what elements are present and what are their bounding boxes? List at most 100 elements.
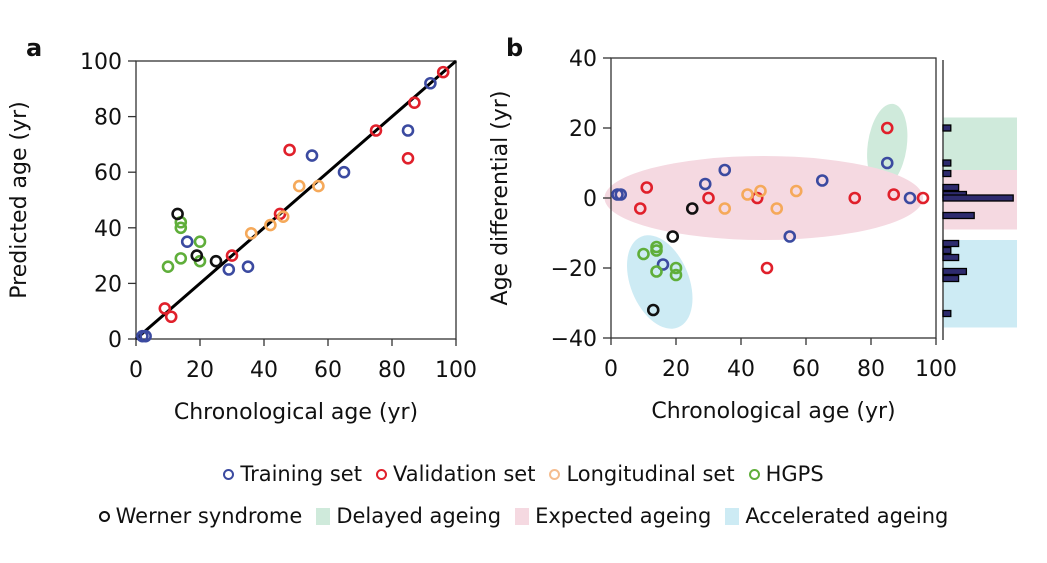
panel-b-points: [611, 121, 930, 317]
panel-a-point-training-set: [180, 235, 194, 248]
panel-b-point-validation-set: [633, 202, 647, 215]
panel-a-point-longitudinal-set: [292, 179, 306, 193]
histogram-bar: [942, 309, 952, 318]
panel-a-point-werner-syndrome: [209, 254, 223, 268]
panel-a-frame: [135, 60, 457, 340]
panel-b-x-tick-label: 40: [727, 357, 755, 382]
histogram-bar: [942, 239, 960, 248]
histogram-bar: [942, 169, 952, 178]
panel-b-point-longitudinal-set: [789, 184, 803, 198]
panel-a-point-hgps: [174, 252, 188, 265]
panel-b-x-tick-label: 60: [792, 357, 820, 382]
panel-b-point-training-set: [783, 230, 797, 243]
legend-label: Validation set: [392, 462, 536, 486]
panel-a-point-validation-set: [401, 152, 415, 165]
panel-b-point-training-set: [656, 258, 670, 271]
histogram-band-delayed-ageing: [943, 117, 1017, 170]
panel-a-x-tick-label: 40: [250, 358, 278, 383]
panel-a-plot-frame: [135, 60, 457, 340]
legend-circle-icon: [98, 510, 110, 522]
panel-b-point-validation-set: [880, 121, 894, 135]
panel-a-point-validation-set: [436, 65, 450, 79]
histogram-bar: [942, 124, 952, 132]
region-delayed-ageing: [867, 103, 908, 188]
panel-b-point-validation-set: [760, 261, 774, 275]
panel-a-point-validation-set: [408, 96, 421, 109]
panel-a-y-tick-label: 0: [108, 328, 122, 353]
legend-item-hgps: HGPS: [748, 462, 824, 486]
legend-label: HGPS: [765, 462, 824, 486]
panel-a-fit-line-segment: [135, 59, 457, 341]
panel-a-point-training-set: [401, 124, 415, 137]
panel-b-point-training-set: [903, 191, 917, 205]
panel-b-histogram: [942, 60, 1017, 340]
panel-a-point-werner-syndrome: [171, 207, 184, 221]
panel-a-point-training-set: [222, 263, 236, 276]
panel-b-point-validation-set: [887, 188, 901, 201]
panel-a-point-training-set: [424, 76, 437, 90]
legend-item-training-set: Training set: [223, 462, 362, 486]
panel-a-point-hgps: [174, 221, 188, 235]
panel-a-y-tick-label: 40: [94, 217, 122, 242]
panel-a-y-tick-label: 60: [94, 161, 122, 186]
panel-b-point-validation-set: [916, 191, 930, 205]
panel-b-x-tick-label: 80: [857, 357, 885, 382]
panel-b-point-validation-set: [702, 191, 715, 205]
panel-a-x-tick-label: 0: [129, 358, 143, 383]
legend-row-2: Werner syndrome Delayed ageing Expected ag…: [0, 504, 1047, 528]
panel-b-y-tick-label: 20: [569, 117, 597, 142]
histogram-band-accelerated-ageing: [943, 240, 1017, 328]
legend-circle-icon: [375, 468, 387, 480]
panel-b-point-longitudinal-set: [741, 188, 754, 201]
legend-label: Longitudinal set: [566, 462, 735, 486]
panel-a-point-training-set: [305, 149, 319, 162]
histogram-bar: [942, 183, 960, 192]
legend-2: Werner syndrome Delayed ageing Expected ag…: [0, 504, 1047, 528]
legend-swatch-icon: [725, 507, 740, 525]
panel-b-y-tick-label: 40: [569, 47, 597, 72]
panel-a-point-validation-set: [158, 302, 172, 315]
legend-label: Delayed ageing: [336, 504, 502, 528]
region-expected-ageing: [604, 156, 923, 240]
panel-b-point-training-set: [880, 156, 894, 170]
panel-a-y-tick-label: 100: [80, 50, 122, 75]
legend: Training set Validation set Longitudinal s…: [0, 462, 1047, 486]
panel-a-ticks: 0 20 40 60 80 100 0 20 40 60 80 100: [80, 50, 477, 383]
legend-item-werner-syndrome: Werner syndrome: [98, 504, 302, 528]
legend-swatch-icon: [515, 507, 530, 525]
panel-a-y-tick-label: 20: [94, 272, 122, 297]
panel-a-point-longitudinal-set: [244, 227, 258, 240]
panel-a-point-hgps: [193, 235, 207, 248]
panel-b-y-axis-title: Age differential (yr): [488, 91, 513, 306]
panel-letter-a: a: [26, 34, 42, 62]
panel-a-x-tick-label: 80: [378, 358, 406, 383]
panel-b-point-hgps: [669, 268, 683, 282]
histogram-bar: [942, 274, 960, 283]
panel-b-y-tick-label: 0: [583, 187, 597, 212]
panel-a-point-training-set: [241, 260, 255, 274]
panel-a-point-validation-set: [283, 143, 296, 157]
panel-b-point-training-set: [718, 163, 732, 177]
panel-b-point-hgps: [650, 244, 663, 257]
panel-b-point-training-set: [614, 188, 628, 201]
panel-a-point-validation-set: [225, 249, 239, 262]
histogram-bar: [942, 211, 975, 220]
legend-item-longitudinal-set: Longitudinal set: [549, 462, 735, 486]
panel-a-x-axis-title: Chronological age (yr): [174, 400, 418, 425]
panel-b-point-hgps: [650, 265, 663, 278]
panel-b-y-tick-label: −20: [551, 257, 597, 282]
panel-letter-b: b: [506, 34, 523, 62]
panel-b-point-longitudinal-set: [754, 184, 767, 198]
panel-b-point-longitudinal-set: [770, 202, 784, 215]
panel-b-y-tick-label: −40: [551, 327, 597, 352]
panel-b-x-tick-label: 100: [915, 357, 957, 382]
panel-a-fit-line: [135, 59, 457, 341]
panel-b: b 0 20 40 60 80 100 −40 −20 0 20 40 Chronological …: [488, 34, 1017, 424]
histogram-bar: [942, 253, 960, 262]
legend-label: Accelerated ageing: [745, 504, 949, 528]
legend-item-expected-ageing: Expected ageing: [515, 504, 711, 528]
panel-a-point-validation-set: [164, 310, 178, 324]
panel-b-ticks: 0 20 40 60 80 100 −40 −20 0 20 40: [551, 47, 957, 382]
histogram-bar: [942, 159, 952, 167]
panel-a-x-tick-label: 100: [435, 358, 477, 383]
